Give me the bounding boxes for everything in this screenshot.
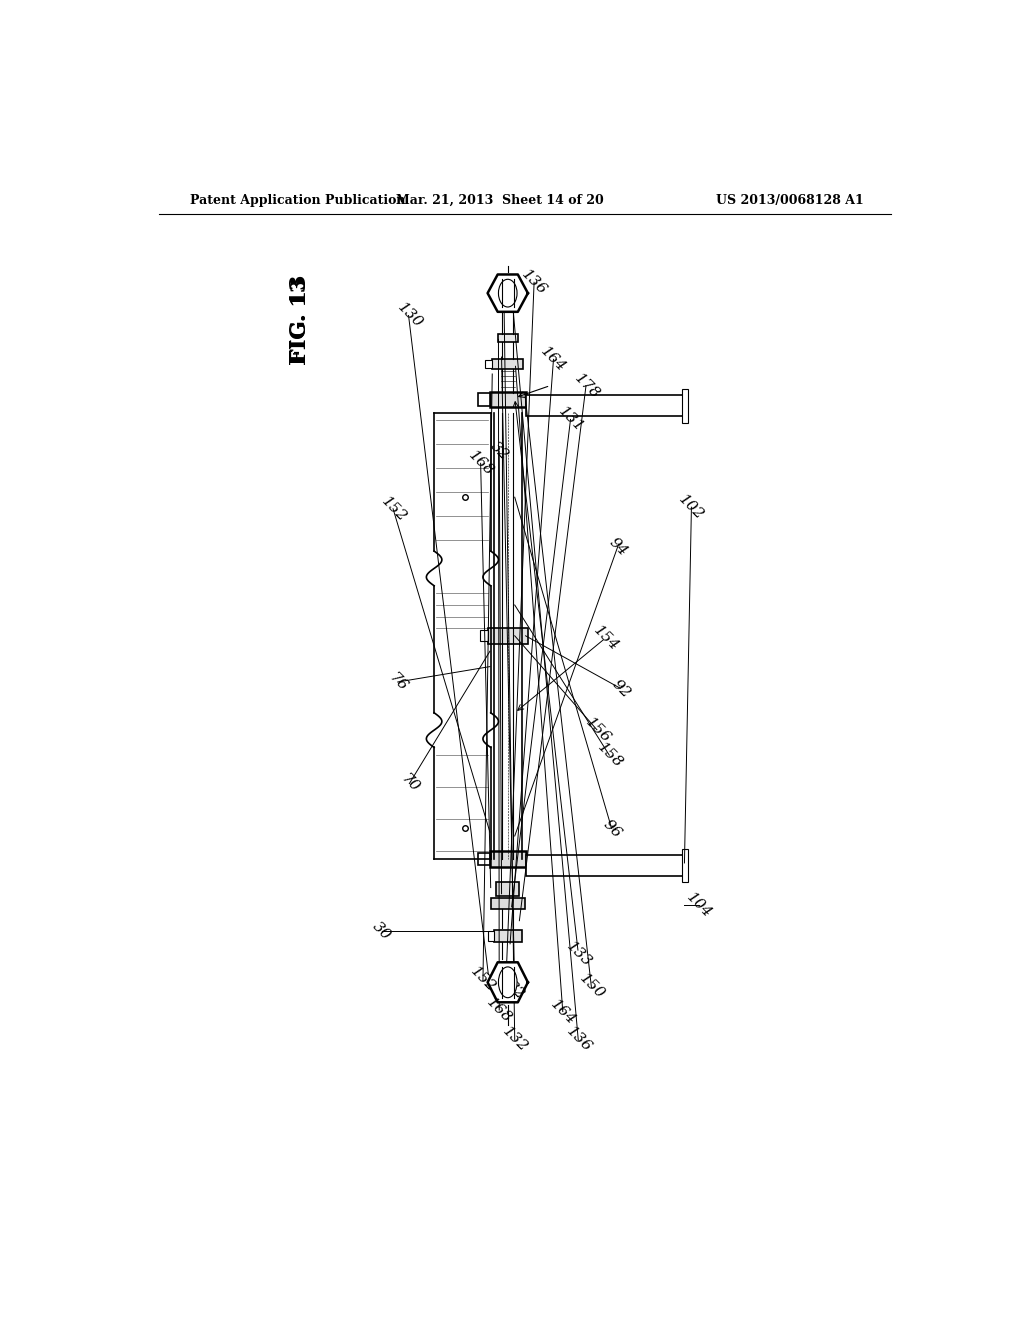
Polygon shape bbox=[487, 962, 528, 1002]
Ellipse shape bbox=[499, 280, 517, 308]
Text: 136: 136 bbox=[519, 267, 550, 298]
Bar bbox=[493, 359, 523, 368]
Text: 154: 154 bbox=[591, 623, 621, 653]
Text: 104: 104 bbox=[684, 890, 715, 921]
Bar bbox=[525, 855, 686, 876]
Text: 92: 92 bbox=[609, 677, 634, 701]
Text: 152: 152 bbox=[468, 965, 499, 995]
Bar bbox=[496, 882, 519, 896]
Text: 178: 178 bbox=[571, 371, 602, 401]
Text: 136: 136 bbox=[563, 1024, 594, 1055]
Bar bbox=[682, 849, 688, 882]
Polygon shape bbox=[487, 275, 528, 312]
Text: Mar. 21, 2013  Sheet 14 of 20: Mar. 21, 2013 Sheet 14 of 20 bbox=[396, 194, 604, 207]
Text: 30: 30 bbox=[370, 919, 394, 942]
Text: 131: 131 bbox=[556, 404, 586, 434]
Text: 102: 102 bbox=[676, 492, 707, 523]
Text: 164: 164 bbox=[538, 345, 568, 375]
Text: 132: 132 bbox=[500, 1024, 530, 1055]
Text: 168: 168 bbox=[466, 447, 497, 479]
Text: 70: 70 bbox=[398, 772, 422, 796]
Bar bbox=[489, 392, 525, 407]
Text: US 2013/0068128 A1: US 2013/0068128 A1 bbox=[717, 194, 864, 207]
Bar bbox=[478, 393, 489, 405]
Text: FIG. 13: FIG. 13 bbox=[290, 277, 310, 363]
Text: 32: 32 bbox=[487, 440, 511, 463]
Text: 32: 32 bbox=[504, 978, 527, 1002]
Text: 164: 164 bbox=[548, 997, 579, 1027]
Text: 158: 158 bbox=[595, 739, 626, 771]
Text: FIG. 13: FIG. 13 bbox=[289, 275, 311, 366]
Text: Patent Application Publication: Patent Application Publication bbox=[190, 194, 406, 207]
Bar bbox=[525, 395, 686, 416]
Bar bbox=[494, 929, 521, 942]
Text: 152: 152 bbox=[379, 494, 410, 524]
Bar bbox=[489, 851, 525, 867]
Text: 133: 133 bbox=[563, 939, 594, 969]
Text: 168: 168 bbox=[484, 995, 515, 1026]
Text: 130: 130 bbox=[394, 301, 425, 331]
Bar bbox=[682, 388, 688, 422]
Text: 96: 96 bbox=[600, 817, 624, 841]
Bar bbox=[484, 360, 493, 368]
Text: 76: 76 bbox=[386, 671, 410, 694]
Bar bbox=[487, 932, 494, 941]
Bar bbox=[498, 334, 518, 342]
Bar bbox=[478, 853, 489, 866]
Text: 94: 94 bbox=[606, 535, 631, 558]
Text: 150: 150 bbox=[577, 972, 607, 1002]
Bar bbox=[480, 631, 487, 642]
Ellipse shape bbox=[499, 966, 517, 998]
Bar bbox=[490, 898, 524, 909]
Text: 156: 156 bbox=[583, 715, 613, 746]
Bar bbox=[487, 628, 528, 644]
